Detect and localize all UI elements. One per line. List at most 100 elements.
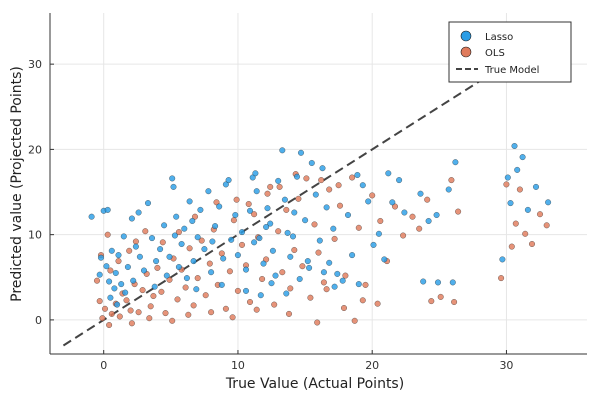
lasso-point-19 bbox=[144, 200, 152, 207]
lasso-point-12 bbox=[118, 281, 125, 288]
lasso-point-47 bbox=[238, 229, 246, 236]
lasso-point-45 bbox=[232, 211, 239, 219]
lasso-point-104 bbox=[524, 206, 531, 213]
ols-point-18 bbox=[162, 310, 169, 317]
ols-point-54 bbox=[307, 294, 314, 301]
lasso-point-29 bbox=[178, 240, 185, 248]
ols-point-104 bbox=[318, 177, 325, 184]
lasso-point-55 bbox=[264, 205, 271, 212]
lasso-point-38 bbox=[208, 269, 215, 276]
lasso-point-80 bbox=[354, 171, 361, 179]
lasso-point-111 bbox=[151, 283, 158, 290]
y-tick-label-3: 30 bbox=[28, 58, 42, 71]
ols-point-62 bbox=[349, 174, 356, 181]
ols-point-116 bbox=[359, 297, 366, 304]
legend: Lasso OLS True Model bbox=[448, 21, 572, 83]
lasso-point-121 bbox=[320, 269, 327, 276]
ols-point-84 bbox=[528, 240, 536, 248]
lasso-point-22 bbox=[157, 246, 164, 253]
ols-point-81 bbox=[512, 220, 519, 227]
lasso-point-129 bbox=[209, 238, 216, 245]
lasso-point-32 bbox=[186, 198, 193, 205]
lasso-point-126 bbox=[289, 233, 297, 240]
lasso-point-88 bbox=[396, 177, 403, 184]
legend-label-lasso: Lasso bbox=[485, 32, 513, 43]
lasso-point-20 bbox=[148, 235, 156, 242]
lasso-point-60 bbox=[279, 147, 286, 154]
lasso-point-79 bbox=[349, 252, 356, 259]
lasso-point-48 bbox=[242, 266, 250, 273]
lasso-point-40 bbox=[216, 203, 223, 210]
lasso-point-105 bbox=[532, 183, 540, 190]
y-tick-label-1: 10 bbox=[28, 229, 42, 242]
lasso-point-13 bbox=[124, 263, 131, 271]
lasso-point-27 bbox=[173, 213, 180, 220]
ols-point-51 bbox=[295, 195, 302, 202]
ols-point-100 bbox=[245, 200, 252, 208]
ols-point-3 bbox=[106, 321, 113, 329]
lasso-point-37 bbox=[205, 188, 212, 195]
legend-label-true-model: True Model bbox=[484, 65, 539, 76]
lasso-point-119 bbox=[296, 275, 303, 283]
lasso-point-74 bbox=[326, 259, 333, 266]
ols-point-4 bbox=[108, 310, 115, 317]
ols-point-42 bbox=[259, 275, 266, 283]
legend-label-ols: OLS bbox=[485, 48, 505, 59]
lasso-point-100 bbox=[507, 200, 514, 207]
ols-point-55 bbox=[311, 221, 318, 228]
ols-point-59 bbox=[331, 235, 338, 242]
lasso-point-113 bbox=[193, 286, 200, 293]
tick-labels: 0 10 20 30 0 10 20 30 bbox=[28, 58, 513, 372]
lasso-point-83 bbox=[370, 241, 377, 248]
ols-point-34 bbox=[226, 268, 233, 275]
ols-point-78 bbox=[498, 275, 505, 282]
axes bbox=[49, 13, 587, 355]
ols-point-99 bbox=[233, 196, 240, 203]
lasso-point-93 bbox=[420, 278, 427, 285]
x-tick-label-2: 20 bbox=[365, 359, 379, 372]
lasso-point-106 bbox=[545, 199, 552, 206]
lasso-point-11 bbox=[112, 269, 119, 277]
ols-point-91 bbox=[115, 258, 122, 265]
ols-point-6 bbox=[116, 313, 123, 320]
ols-point-11 bbox=[135, 309, 142, 316]
lasso-point-31 bbox=[183, 275, 190, 282]
lasso-point-127 bbox=[171, 232, 178, 239]
lasso-point-77 bbox=[339, 277, 346, 284]
lasso-point-103 bbox=[519, 154, 526, 161]
x-axis-label: True Value (Actual Points) bbox=[225, 376, 404, 392]
lasso-point-43 bbox=[225, 177, 232, 184]
ols-point-76 bbox=[448, 177, 455, 184]
lasso-point-0 bbox=[97, 254, 105, 261]
lasso-point-16 bbox=[136, 253, 143, 260]
ols-point-40 bbox=[251, 211, 258, 218]
ols-point-106 bbox=[128, 320, 135, 327]
ols-point-119 bbox=[323, 286, 330, 293]
lasso-point-5 bbox=[103, 263, 110, 270]
ols-point-2 bbox=[99, 315, 106, 322]
ols-point-110 bbox=[208, 309, 215, 316]
ols-point-95 bbox=[159, 239, 166, 246]
ols-point-45 bbox=[271, 301, 278, 308]
ols-point-85 bbox=[536, 211, 544, 218]
lasso-series bbox=[88, 142, 552, 308]
lasso-point-41 bbox=[220, 255, 227, 262]
ols-point-46 bbox=[275, 228, 282, 235]
lasso-point-67 bbox=[302, 217, 309, 224]
lasso-point-70 bbox=[312, 191, 319, 198]
lasso-point-10 bbox=[120, 233, 127, 240]
ols-point-74 bbox=[437, 293, 444, 300]
x-tick-label-0: 0 bbox=[100, 359, 107, 372]
lasso-point-14 bbox=[128, 215, 135, 222]
y-axis-label: Predicted value (Projected Points) bbox=[9, 66, 25, 302]
lasso-point-73 bbox=[323, 204, 330, 211]
ols-point-93 bbox=[132, 238, 139, 245]
ols-point-29 bbox=[206, 260, 213, 267]
lasso-point-17 bbox=[140, 267, 148, 274]
true-model-line bbox=[62, 29, 561, 347]
lasso-point-118 bbox=[283, 290, 290, 297]
lasso-point-89 bbox=[401, 209, 408, 216]
lasso-point-97 bbox=[445, 186, 452, 193]
lasso-point-30 bbox=[181, 225, 188, 232]
